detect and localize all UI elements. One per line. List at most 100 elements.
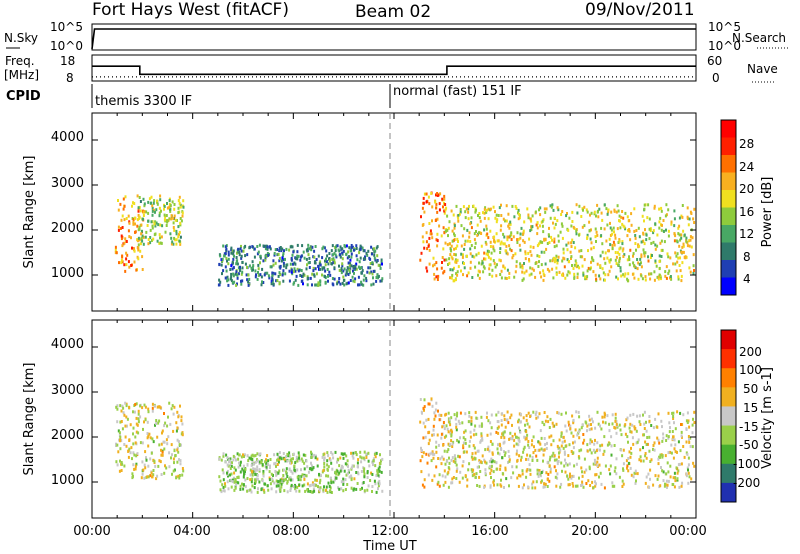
heat-cell <box>595 214 597 218</box>
heat-cell <box>289 478 292 482</box>
heat-cell <box>229 463 232 467</box>
heat-cell <box>356 482 359 485</box>
heat-cell <box>334 249 337 253</box>
heat-cell <box>152 208 155 212</box>
heat-cell <box>331 467 334 471</box>
heat-cell <box>125 240 128 243</box>
heat-cell <box>171 240 174 244</box>
nave-tick-bottom: 0 <box>712 71 720 85</box>
heat-cell <box>484 240 487 244</box>
heat-cell <box>572 446 575 450</box>
heat-cell <box>424 435 427 439</box>
heat-cell <box>342 456 345 460</box>
heat-cell <box>139 441 142 445</box>
heat-cell <box>527 457 530 461</box>
heat-cell <box>543 237 546 241</box>
heat-cell <box>352 269 354 273</box>
heat-cell <box>324 275 326 279</box>
heat-cell <box>438 202 441 206</box>
heat-cell <box>661 248 664 252</box>
heat-cell <box>653 204 656 208</box>
heat-cell <box>449 442 452 446</box>
heat-cell <box>142 197 145 201</box>
vel-cbar-tick-100: 100 <box>739 363 762 377</box>
heat-cell <box>145 458 148 462</box>
heat-cell <box>320 474 322 478</box>
heat-cell <box>442 483 445 487</box>
heat-cell <box>581 255 584 259</box>
heat-cell <box>301 279 304 283</box>
heat-cell <box>266 247 269 251</box>
heat-cell <box>489 207 492 211</box>
heat-cell <box>244 262 247 266</box>
heat-cell <box>327 454 330 458</box>
heat-cell <box>228 460 231 464</box>
heat-cell <box>569 427 572 431</box>
heat-cell <box>131 472 134 476</box>
heat-cell <box>264 482 267 486</box>
heat-cell <box>638 262 641 266</box>
heat-cell <box>575 203 578 207</box>
heat-cell <box>150 195 153 199</box>
heat-cell <box>441 474 444 478</box>
heat-cell <box>159 241 162 245</box>
heat-cell <box>689 436 692 440</box>
heat-cell <box>654 259 657 263</box>
heat-cell <box>639 257 642 261</box>
heat-cell <box>640 240 643 244</box>
heat-cell <box>570 450 573 453</box>
heat-cell <box>620 433 623 437</box>
heat-cell <box>158 206 161 210</box>
heat-cell <box>235 256 238 259</box>
heat-cell <box>182 199 185 203</box>
heat-cell <box>163 213 166 217</box>
heat-cell <box>291 478 294 482</box>
heat-cell <box>145 456 147 460</box>
heat-cell <box>307 261 310 265</box>
heat-cell <box>523 220 526 224</box>
heat-cell <box>313 255 316 259</box>
heat-cell <box>558 451 560 455</box>
heat-cell <box>585 277 588 281</box>
heat-cell <box>121 404 124 408</box>
heat-cell <box>295 489 298 493</box>
heat-cell <box>144 466 147 470</box>
heat-cell <box>422 451 425 455</box>
heat-cell <box>626 258 629 262</box>
heat-cell <box>642 248 645 252</box>
heat-cell <box>319 279 322 283</box>
heat-cell <box>483 216 486 220</box>
heat-cell <box>119 439 121 443</box>
heat-cell <box>273 252 276 255</box>
heat-cell <box>480 244 483 248</box>
heat-cell <box>344 488 347 491</box>
heat-cell <box>565 214 568 218</box>
heat-cell <box>303 483 306 487</box>
heat-cell <box>154 210 156 214</box>
heat-cell <box>171 404 174 408</box>
heat-cell <box>153 199 156 203</box>
heat-cell <box>435 202 438 206</box>
heat-cell <box>367 484 370 488</box>
heat-cell <box>464 441 467 445</box>
heat-cell <box>125 217 128 220</box>
heat-cell <box>373 247 376 251</box>
heat-cell <box>532 480 535 484</box>
heat-cell <box>333 277 336 281</box>
heat-cell <box>315 283 318 287</box>
heat-cell <box>574 259 577 263</box>
heat-cell <box>472 433 475 437</box>
heat-cell <box>313 453 316 457</box>
heat-cell <box>535 416 538 420</box>
heat-cell <box>124 269 127 273</box>
heat-cell <box>633 425 636 429</box>
heat-cell <box>231 480 234 484</box>
heat-cell <box>688 440 691 444</box>
heat-cell <box>359 244 362 248</box>
heat-cell <box>594 273 597 277</box>
heat-cell <box>250 266 253 270</box>
heat-cell <box>515 452 518 456</box>
heat-cell <box>442 271 445 275</box>
velocity-data <box>115 397 696 494</box>
